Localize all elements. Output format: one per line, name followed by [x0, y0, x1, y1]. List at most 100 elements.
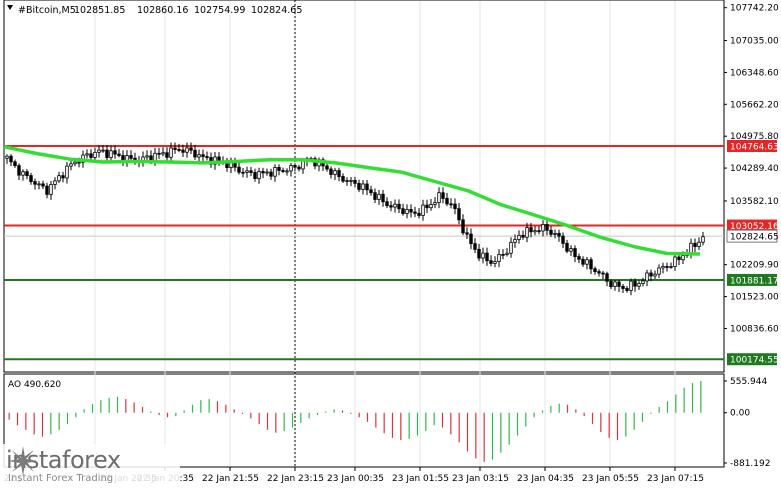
- candle-body: [669, 266, 673, 268]
- time-tick-label: 22 Jan 23:15: [267, 474, 324, 484]
- header-high: 102860.16: [137, 5, 188, 16]
- candle-body: [281, 170, 285, 172]
- candle-body: [629, 280, 633, 291]
- candle-body: [673, 256, 677, 267]
- candle-body: [197, 154, 201, 158]
- candle-body: [445, 197, 449, 205]
- price-tick-label: 101523.00: [730, 293, 779, 303]
- candle-body: [273, 167, 277, 177]
- candle-body: [73, 161, 77, 165]
- candle-body: [49, 184, 53, 195]
- candle-body: [401, 208, 405, 214]
- candle-body: [61, 175, 65, 179]
- candle-body: [701, 236, 705, 243]
- moving-average-line: [3, 144, 701, 256]
- candle-body: [565, 242, 569, 252]
- candle-body: [25, 171, 29, 177]
- candle-body: [237, 166, 241, 173]
- candle-body: [217, 156, 221, 162]
- candle-body: [333, 170, 337, 175]
- candle-body: [105, 149, 109, 158]
- price-tick-label: 100836.60: [730, 324, 779, 334]
- candle-body: [165, 152, 169, 158]
- candle-body: [505, 252, 509, 255]
- candle-body: [193, 149, 197, 158]
- support-level-label: 101881.17: [730, 276, 779, 286]
- candle-body: [473, 243, 477, 250]
- header-open: 102851.85: [74, 5, 125, 16]
- resistance-level-tag: [727, 139, 777, 152]
- candle-body: [433, 202, 437, 205]
- candle-body: [697, 241, 701, 247]
- candle-body: [349, 179, 353, 182]
- candle-body: [605, 273, 609, 282]
- candle-body: [461, 219, 465, 234]
- candle-body: [41, 183, 45, 187]
- support-level-tag: [727, 273, 777, 286]
- candle-body: [581, 258, 585, 265]
- candle-body: [249, 170, 253, 173]
- candle-body: [625, 288, 629, 291]
- candle-body: [9, 155, 13, 163]
- candle-body: [585, 259, 589, 265]
- main-chart-frame: [3, 0, 725, 373]
- candle-body: [345, 180, 349, 182]
- candle-body: [93, 151, 97, 158]
- candle-body: [413, 211, 417, 214]
- candle-body: [577, 256, 581, 260]
- candle-body: [285, 170, 289, 173]
- candle-body: [601, 272, 605, 275]
- candle-body: [161, 152, 165, 155]
- candle-body: [329, 168, 333, 175]
- candle-body: [257, 171, 261, 179]
- candle-body: [665, 266, 669, 268]
- candle-body: [453, 203, 457, 210]
- support-level-tag: [727, 353, 777, 366]
- candle-body: [677, 256, 681, 261]
- candle-body: [525, 227, 529, 238]
- candle-body: [649, 272, 653, 277]
- ao-layer: [8, 380, 702, 462]
- price-tick-label: 102209.90: [730, 261, 779, 271]
- candle-body: [289, 165, 293, 172]
- candle-body: [457, 208, 461, 221]
- candle-body: [57, 175, 61, 182]
- candle-body: [681, 255, 685, 261]
- logo-tagline: Instant Forex Trading: [8, 473, 114, 484]
- resistance-level-tag: [727, 219, 777, 232]
- ma-layer: [3, 144, 701, 256]
- candle-body: [293, 165, 297, 168]
- price-tick-label: 107742.20: [730, 4, 779, 14]
- time-tick-label: 23 Jan 07:15: [647, 474, 704, 484]
- candle-body: [517, 234, 521, 240]
- candle-body: [101, 149, 105, 152]
- header-arrow-icon: [7, 5, 13, 10]
- candle-body: [637, 283, 641, 287]
- candle-body: [377, 193, 381, 200]
- candle-body: [381, 193, 385, 203]
- candle-body: [173, 147, 177, 150]
- candle-body: [29, 175, 33, 183]
- candle-body: [393, 203, 397, 208]
- candle-body: [597, 271, 601, 274]
- candle-body: [421, 204, 425, 216]
- candle-body: [613, 281, 617, 287]
- candle-body: [369, 189, 373, 194]
- candle-body: [185, 147, 189, 153]
- candle-body: [621, 285, 625, 289]
- header-symbol: #Bitcoin,M5: [18, 5, 76, 16]
- candle-body: [441, 192, 445, 199]
- candle-body: [53, 180, 57, 185]
- candle-body: [645, 272, 649, 282]
- price-tick-label: 107035.00: [730, 37, 779, 47]
- price-axis: 107742.20 107035.00 106348.60 105662.20 1049…: [724, 4, 779, 334]
- candle-body: [5, 155, 9, 159]
- candle-body: [589, 259, 593, 270]
- candle-body: [661, 266, 665, 269]
- candle-body: [501, 253, 505, 256]
- support-level-label: 100174.55: [730, 356, 779, 366]
- candle-body: [205, 156, 209, 158]
- candle-body: [45, 185, 49, 195]
- candle-body: [593, 268, 597, 272]
- candle-body: [545, 224, 549, 231]
